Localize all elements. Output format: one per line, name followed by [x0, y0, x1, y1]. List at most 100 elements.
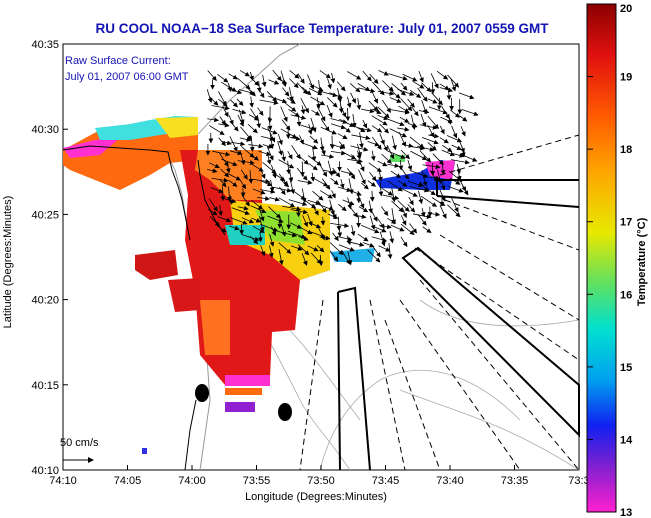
current-vector — [251, 199, 264, 210]
current-vector — [367, 180, 377, 187]
current-vector — [402, 73, 418, 82]
current-vector — [266, 151, 272, 165]
current-vector — [307, 123, 313, 135]
current-vector — [250, 205, 267, 214]
current-vector — [267, 117, 273, 131]
current-vector — [369, 190, 375, 202]
current-vector — [429, 175, 441, 181]
island — [278, 403, 292, 421]
current-vector — [431, 92, 443, 106]
current-vector — [318, 90, 338, 98]
current-vector — [347, 168, 356, 180]
current-vector — [278, 249, 284, 266]
current-vector — [320, 126, 337, 135]
current-vector — [208, 209, 218, 216]
current-vector — [327, 213, 339, 219]
current-vector — [397, 126, 410, 132]
current-vector — [270, 226, 276, 237]
current-vector — [230, 217, 248, 225]
current-vector — [238, 178, 246, 190]
current-vector — [212, 150, 231, 157]
current-vector — [237, 160, 255, 165]
x-axis-label: Longitude (Degrees:Minutes) — [245, 491, 387, 503]
current-vector — [368, 100, 379, 112]
dashed-lanes — [299, 134, 580, 471]
current-vector — [269, 234, 275, 247]
current-vector — [256, 80, 262, 93]
current-vector — [430, 82, 436, 95]
current-vector — [342, 151, 357, 160]
current-vector — [260, 245, 266, 257]
current-vector — [420, 208, 426, 218]
current-vector — [238, 109, 245, 125]
current-vector — [367, 141, 380, 147]
current-vector — [308, 88, 323, 96]
current-vector — [442, 144, 453, 153]
current-vector — [319, 190, 333, 199]
current-vector — [316, 105, 326, 122]
current-vector — [218, 122, 230, 128]
current-vector — [451, 125, 458, 139]
x-tick-label: 74:05 — [114, 475, 142, 487]
current-vector — [309, 135, 319, 144]
current-vector — [231, 123, 239, 132]
current-vector — [390, 170, 402, 178]
current-vector — [450, 159, 470, 165]
sst-patch — [225, 388, 262, 395]
current-vector — [310, 231, 326, 238]
current-vector — [417, 145, 435, 152]
current-vector — [421, 82, 432, 93]
current-vector — [296, 82, 308, 95]
current-vector — [268, 206, 281, 219]
current-vector — [347, 71, 362, 80]
shipping-lane — [337, 286, 371, 471]
current-vector — [232, 108, 247, 115]
current-vector — [378, 169, 383, 182]
current-vector — [247, 123, 258, 134]
y-tick-label: 40:10 — [31, 465, 59, 477]
current-vector — [407, 204, 416, 213]
current-vector — [330, 222, 350, 228]
current-vector — [456, 163, 461, 174]
current-vector — [407, 122, 418, 128]
current-vector — [362, 242, 375, 248]
current-vector — [341, 125, 351, 133]
current-vector — [398, 105, 410, 113]
sst-patch — [142, 448, 147, 454]
current-vector — [411, 106, 419, 117]
current-vector — [378, 245, 391, 252]
current-vector — [320, 119, 330, 132]
current-vector — [387, 118, 405, 127]
current-vector — [448, 186, 464, 193]
current-vector — [420, 195, 438, 207]
current-vector — [361, 108, 375, 114]
current-vector — [331, 123, 346, 130]
current-vector — [450, 197, 459, 213]
current-vector — [450, 78, 457, 92]
current-vector — [248, 143, 264, 149]
current-vector — [349, 83, 361, 93]
current-vector — [387, 180, 403, 192]
current-vector — [412, 213, 432, 219]
current-vector — [356, 97, 362, 110]
current-vector — [241, 194, 250, 207]
current-vector — [237, 114, 244, 127]
current-vector — [382, 99, 391, 113]
current-vector — [207, 117, 220, 123]
current-vector — [278, 159, 295, 169]
current-vector — [251, 217, 261, 223]
current-vector — [336, 81, 346, 92]
current-vector — [391, 200, 404, 213]
current-vector — [421, 136, 439, 145]
current-vector — [400, 215, 407, 226]
current-vector — [297, 244, 310, 256]
current-vector — [458, 92, 475, 100]
current-vector — [408, 196, 414, 206]
current-vector — [369, 172, 377, 182]
current-vector — [417, 87, 428, 102]
current-vector — [381, 206, 389, 216]
current-vector — [337, 88, 342, 103]
x-tick-label: 73:55 — [243, 475, 271, 487]
current-vector — [208, 162, 220, 169]
current-vector — [382, 141, 388, 152]
